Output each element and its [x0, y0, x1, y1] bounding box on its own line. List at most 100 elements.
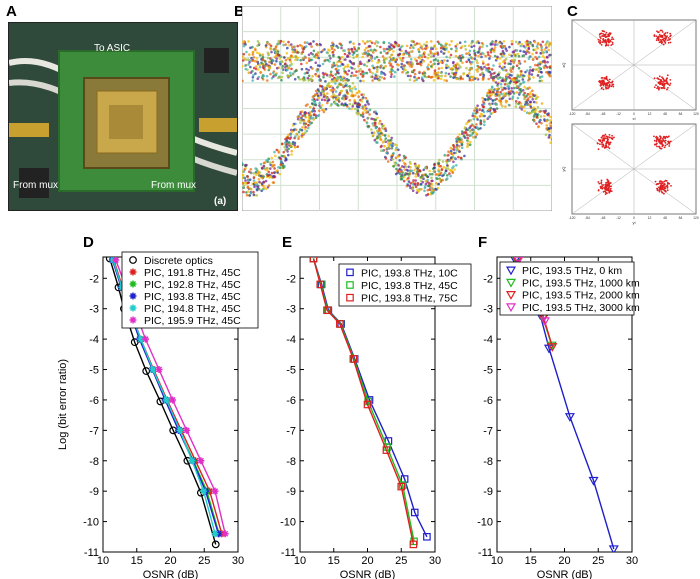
fit-curve [109, 258, 217, 545]
y-tick-label: -8 [286, 456, 296, 468]
data-point [200, 487, 208, 495]
y-tick-label: -8 [89, 456, 99, 468]
data-point [137, 335, 145, 343]
y-tick-label: -10 [280, 517, 296, 529]
x-axis-label: OSNR (dB) [340, 569, 396, 579]
legend-marker [129, 292, 137, 300]
y-tick-label: -5 [286, 365, 296, 377]
legend-entry: PIC, 193.8 THz, 10C [361, 267, 458, 279]
data-point [183, 426, 191, 434]
data-point [211, 540, 220, 549]
constellation-tick-label: -12 [616, 216, 621, 220]
legend-entry: PIC, 191.8 THz, 45C [144, 267, 241, 279]
constellation-tick-label: 48 [663, 112, 667, 116]
data-point [130, 338, 139, 347]
x-tick-label: 30 [232, 555, 244, 567]
panel-label-d: D [83, 234, 94, 251]
x-tick-label: 30 [626, 555, 638, 567]
constellation-tick-label: 120 [693, 112, 699, 116]
data-point [349, 355, 358, 363]
data-point [382, 446, 391, 454]
data-point [188, 457, 196, 465]
data-point [221, 530, 229, 538]
legend-entry: PIC, 194.8 THz, 45C [144, 303, 241, 315]
eye-diagram [242, 6, 552, 211]
constellation-ylabel: xQ [561, 62, 566, 67]
y-tick-label: -7 [483, 425, 493, 437]
constellation-tick-label: 12 [648, 216, 652, 220]
legend-marker [505, 291, 517, 300]
constellation-cluster [597, 30, 615, 47]
legend-entry: PIC, 193.5 THz, 0 km [522, 265, 622, 277]
constellation-cluster [653, 29, 672, 46]
panel-label-a: A [6, 3, 17, 20]
x-tick-label: 25 [592, 555, 604, 567]
x-axis-label: OSNR (dB) [537, 569, 593, 579]
legend-marker [129, 304, 137, 312]
y-tick-label: -8 [483, 456, 493, 468]
data-point [162, 396, 170, 404]
y-tick-label: -10 [83, 517, 99, 529]
constellation-xlabel: yI [632, 220, 635, 225]
constellation-cluster [596, 133, 615, 151]
data-point [309, 257, 318, 263]
x-tick-label: 15 [525, 555, 537, 567]
y-tick-label: -11 [478, 547, 493, 559]
y-tick-label: -5 [483, 365, 493, 377]
x-axis-label: OSNR (dB) [143, 569, 199, 579]
chip-photo-drawing [9, 23, 237, 210]
x-tick-label: 15 [328, 555, 340, 567]
legend-marker [505, 266, 517, 276]
ber-plots: 10 15 20 25 30 -2 -3 -4 -5 -6 -7 -8 -9 -10 -11 OSNR (dB… [57, 251, 640, 579]
eye-traces [242, 39, 552, 197]
x-tick-label: 30 [429, 555, 441, 567]
y-tick-label: -9 [483, 486, 493, 498]
constellation-tick-label: -48 [601, 216, 606, 220]
data-point [142, 367, 151, 375]
y-tick-label: -7 [89, 425, 99, 437]
data-point [336, 320, 344, 328]
ber-plot-f: 10 15 20 25 30 -2 -3 -4 -5 -6 -7 -8 -9 -10 -11 OSNR (dB… [477, 256, 640, 579]
legend-marker [129, 316, 137, 324]
constellation-cluster [597, 178, 613, 196]
constellation-tick-label: 48 [663, 216, 667, 220]
y-tick-label: -2 [286, 273, 296, 285]
constellation-ylabel: yQ [561, 166, 566, 171]
x-tick-label: 20 [558, 555, 570, 567]
legend-marker [505, 303, 517, 313]
legend-marker [129, 256, 137, 264]
legend-marker [346, 268, 354, 277]
x-tick-label: 20 [164, 555, 176, 567]
constellation-tick-label: -84 [585, 216, 590, 220]
legend-entry: PIC, 193.8 THz, 75C [361, 293, 458, 305]
y-tick-label: -9 [286, 486, 296, 498]
legend-entry: PIC, 193.8 THz, 45C [361, 280, 458, 292]
legend-entry: Discrete optics [144, 255, 213, 267]
y-tick-label: -4 [89, 334, 99, 346]
data-point [547, 343, 558, 352]
x-tick-label: 20 [361, 555, 373, 567]
constellation-tick-label: 0 [633, 216, 635, 220]
series [309, 257, 418, 549]
data-point [316, 280, 325, 289]
data-point [588, 476, 599, 486]
y-tick-label: -2 [483, 273, 493, 285]
legend-marker [129, 280, 137, 288]
data-point [410, 508, 419, 517]
y-tick-label: -7 [286, 425, 296, 437]
panel-label-b: B [234, 3, 245, 20]
constellation-cluster [653, 74, 672, 91]
y-tick-label: -3 [286, 304, 296, 316]
y-tick-label: -6 [483, 395, 493, 407]
constellation-tick-label: 84 [679, 112, 683, 116]
y-tick-label: -11 [84, 547, 99, 559]
data-point [197, 457, 205, 465]
y-tick-label: -3 [89, 304, 99, 316]
x-tick-label: 15 [131, 555, 143, 567]
constellation-tick-label: -84 [585, 112, 590, 116]
legend-marker [346, 293, 354, 302]
